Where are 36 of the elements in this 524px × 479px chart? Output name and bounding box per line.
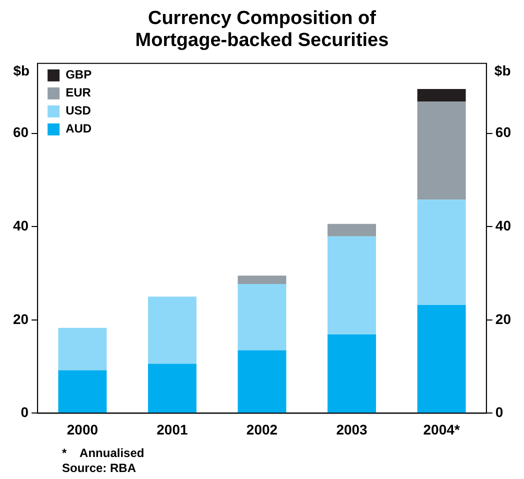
bar: [417, 200, 466, 305]
y-tick-label: 20: [12, 310, 29, 327]
y-axis-title: $b: [13, 62, 30, 78]
bar: [328, 224, 376, 236]
bar: [328, 236, 376, 334]
y2-tick-label: 20: [495, 310, 512, 327]
bar: [417, 304, 466, 413]
bar: [58, 370, 107, 413]
x-tick-label: 2003: [336, 421, 368, 438]
y2-tick-label: 40: [495, 218, 512, 234]
x-tick-label: 2001: [156, 421, 188, 438]
y-tick-label: 0: [20, 404, 29, 420]
legend-label: GBP: [66, 68, 92, 82]
bar: [238, 350, 286, 413]
y-tick-label: 60: [12, 124, 29, 140]
bar: [238, 284, 286, 350]
bar: [148, 296, 196, 364]
legend-label: USD: [66, 104, 92, 118]
bar: [328, 334, 376, 413]
legend-label: AUD: [66, 122, 92, 136]
y-tick-label: 40: [12, 218, 29, 234]
chart-title: Currency Composition of Mortgage-backed Securities: [134, 8, 390, 52]
x-tick-label: 2004*: [423, 421, 460, 438]
x-tick-label: 2002: [246, 421, 278, 438]
bar: [417, 89, 466, 102]
source-note: Source: RBA: [62, 461, 138, 476]
bar: [417, 102, 466, 200]
y2-axis-title: $b: [494, 62, 511, 78]
bar: [238, 276, 286, 284]
y2-tick-label: 0: [495, 404, 504, 420]
bar: [148, 364, 196, 413]
bar: [58, 328, 107, 370]
text: * Annualised: [62, 446, 144, 461]
x-tick-label: 2000: [66, 421, 98, 438]
y2-tick-label: 60: [495, 124, 512, 140]
legend-label: EUR: [66, 86, 92, 100]
